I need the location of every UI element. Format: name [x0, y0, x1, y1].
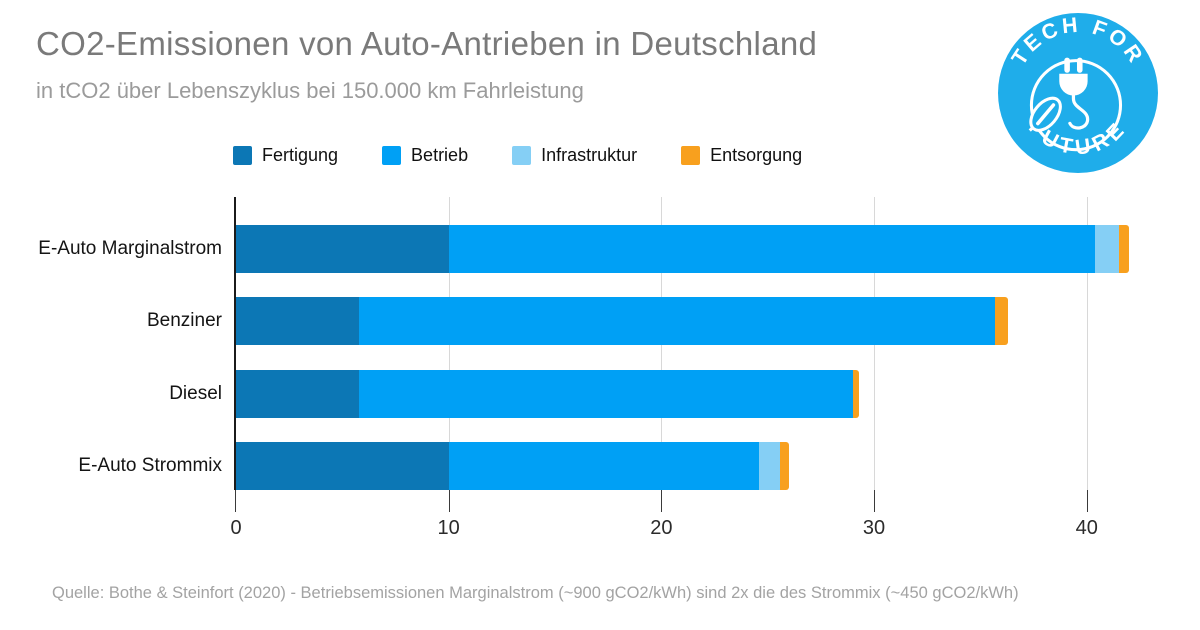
- legend-item-entsorgung: Entsorgung: [681, 145, 802, 166]
- bar-row: E-Auto Strommix: [78, 442, 1142, 490]
- bar-segment-entsorgung: [995, 297, 1008, 346]
- bar-segment-betrieb: [359, 297, 996, 346]
- plug-icon: [1059, 57, 1090, 130]
- x-tick-label: 10: [437, 517, 460, 539]
- bar-segment-betrieb: [359, 369, 853, 418]
- x-tick-label: 40: [1075, 517, 1098, 539]
- legend-swatch: [382, 146, 402, 165]
- bar-segment-entsorgung: [780, 442, 789, 490]
- legend-item-infrastruktur: Infrastruktur: [512, 145, 637, 166]
- x-tick: [874, 490, 876, 512]
- x-tick: [235, 490, 236, 512]
- legend-swatch: [512, 146, 532, 165]
- legend-swatch: [233, 146, 252, 165]
- bar-row: Benziner: [147, 297, 1142, 346]
- bar-segment-infrastruktur: [759, 442, 781, 490]
- bar-segment-fertigung: [236, 297, 360, 346]
- gridline: [1086, 197, 1088, 490]
- legend-label: Infrastruktur: [541, 145, 638, 165]
- x-tick-label: 30: [862, 517, 886, 539]
- plot-area: 0 10 20 30 40 E-Auto Marginalstrom Benziner Die…: [38, 197, 1142, 539]
- category-label: Diesel: [169, 382, 222, 404]
- legend-label: Fertigung: [262, 145, 339, 165]
- bar-row: E-Auto Marginalstrom: [38, 225, 1142, 273]
- category-label: E-Auto Strommix: [78, 455, 222, 476]
- category-label: E-Auto Marginalstrom: [38, 238, 222, 259]
- bar-segment-fertigung: [236, 369, 360, 418]
- chart-subtitle: in tCO2 über Lebenszyklus bei 150.000 km…: [36, 78, 584, 103]
- x-tick-label: 20: [650, 517, 673, 539]
- leaf-icon: [1029, 96, 1062, 132]
- legend-swatch: [681, 146, 701, 165]
- bar-segment-fertigung: [236, 442, 449, 490]
- source-note: Quelle: Bothe & Steinfort (2020) - Betri…: [52, 584, 1019, 602]
- x-tick-label: 0: [230, 517, 242, 539]
- legend-label: Betrieb: [411, 145, 469, 165]
- x-tick: [448, 490, 450, 512]
- legend-label: Entsorgung: [710, 145, 803, 165]
- legend: Fertigung Betrieb Infrastruktur Entsorgung: [233, 145, 802, 166]
- bar-segment-fertigung: [236, 225, 449, 273]
- x-tick: [661, 490, 663, 512]
- bar-segment-infrastruktur: [1095, 225, 1119, 273]
- chart-title: CO2-Emissionen von Auto-Antrieben in Deu…: [36, 25, 818, 62]
- x-tick: [1086, 490, 1088, 512]
- bar-segment-entsorgung: [852, 369, 860, 418]
- legend-item-betrieb: Betrieb: [382, 145, 468, 166]
- bar-segment-betrieb: [448, 225, 1096, 273]
- tech-for-future-logo: TECH FOR FUTURE: [998, 13, 1158, 173]
- bar-segment-entsorgung: [1118, 225, 1130, 273]
- legend-item-fertigung: Fertigung: [233, 145, 338, 166]
- logo-ring: [1029, 59, 1123, 152]
- bar-row: Diesel: [169, 369, 1142, 418]
- category-label: Benziner: [147, 310, 222, 332]
- bar-segment-betrieb: [448, 442, 760, 490]
